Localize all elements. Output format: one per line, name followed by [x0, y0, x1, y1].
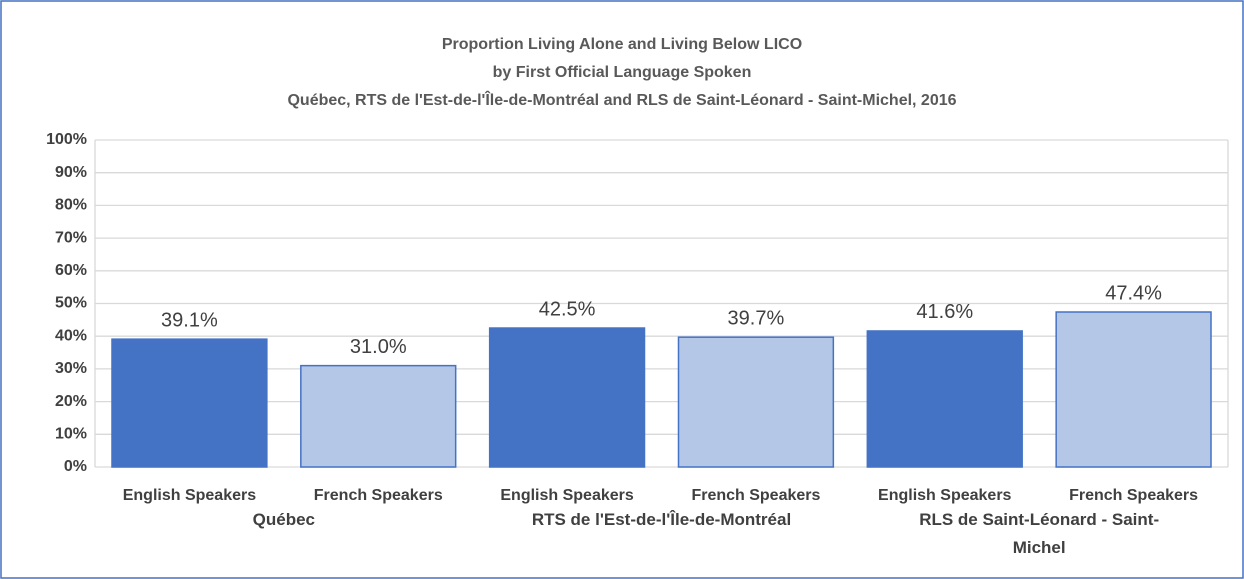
x-tick-label: English Speakers: [500, 487, 633, 504]
value-label: 39.1%: [161, 309, 218, 331]
value-label: 42.5%: [539, 298, 596, 320]
bar: [488, 327, 646, 468]
chart-title: Québec, RTS de l'Est-de-l'Île-de-Montréa…: [287, 90, 956, 109]
value-label: 31.0%: [350, 336, 407, 358]
value-label: 39.7%: [728, 307, 785, 329]
y-tick-label: 80%: [55, 197, 87, 214]
value-label: 47.4%: [1105, 282, 1162, 304]
group-label: RTS de l'Est-de-l'Île-de-Montréal: [531, 510, 792, 529]
bar: [866, 330, 1023, 468]
x-tick-label: French Speakers: [314, 487, 443, 504]
y-tick-label: 20%: [55, 393, 87, 410]
group-label: RLS de Saint-Léonard - Saint-Michel: [919, 510, 1160, 557]
chart-title: Proportion Living Alone and Living Below…: [442, 36, 802, 53]
x-tick-label: French Speakers: [1069, 487, 1198, 504]
x-tick-label: English Speakers: [123, 487, 256, 504]
y-tick-label: 50%: [55, 295, 87, 312]
y-tick-label: 0%: [64, 458, 87, 475]
y-tick-label: 10%: [55, 426, 87, 443]
x-tick-label: English Speakers: [878, 487, 1011, 504]
bar: [111, 338, 268, 468]
bar: [1055, 311, 1212, 468]
y-tick-label: 100%: [46, 131, 87, 148]
bar: [677, 336, 835, 468]
group-label: Québec: [252, 510, 315, 529]
bar: [300, 364, 457, 468]
x-tick-label: French Speakers: [691, 487, 820, 504]
y-tick-label: 60%: [55, 262, 87, 279]
chart-title: by First Official Language Spoken: [493, 64, 752, 81]
value-label: 41.6%: [916, 301, 973, 323]
y-tick-label: 90%: [55, 164, 87, 181]
y-tick-label: 40%: [55, 327, 87, 344]
y-tick-label: 30%: [55, 360, 87, 377]
y-tick-label: 70%: [55, 229, 87, 246]
